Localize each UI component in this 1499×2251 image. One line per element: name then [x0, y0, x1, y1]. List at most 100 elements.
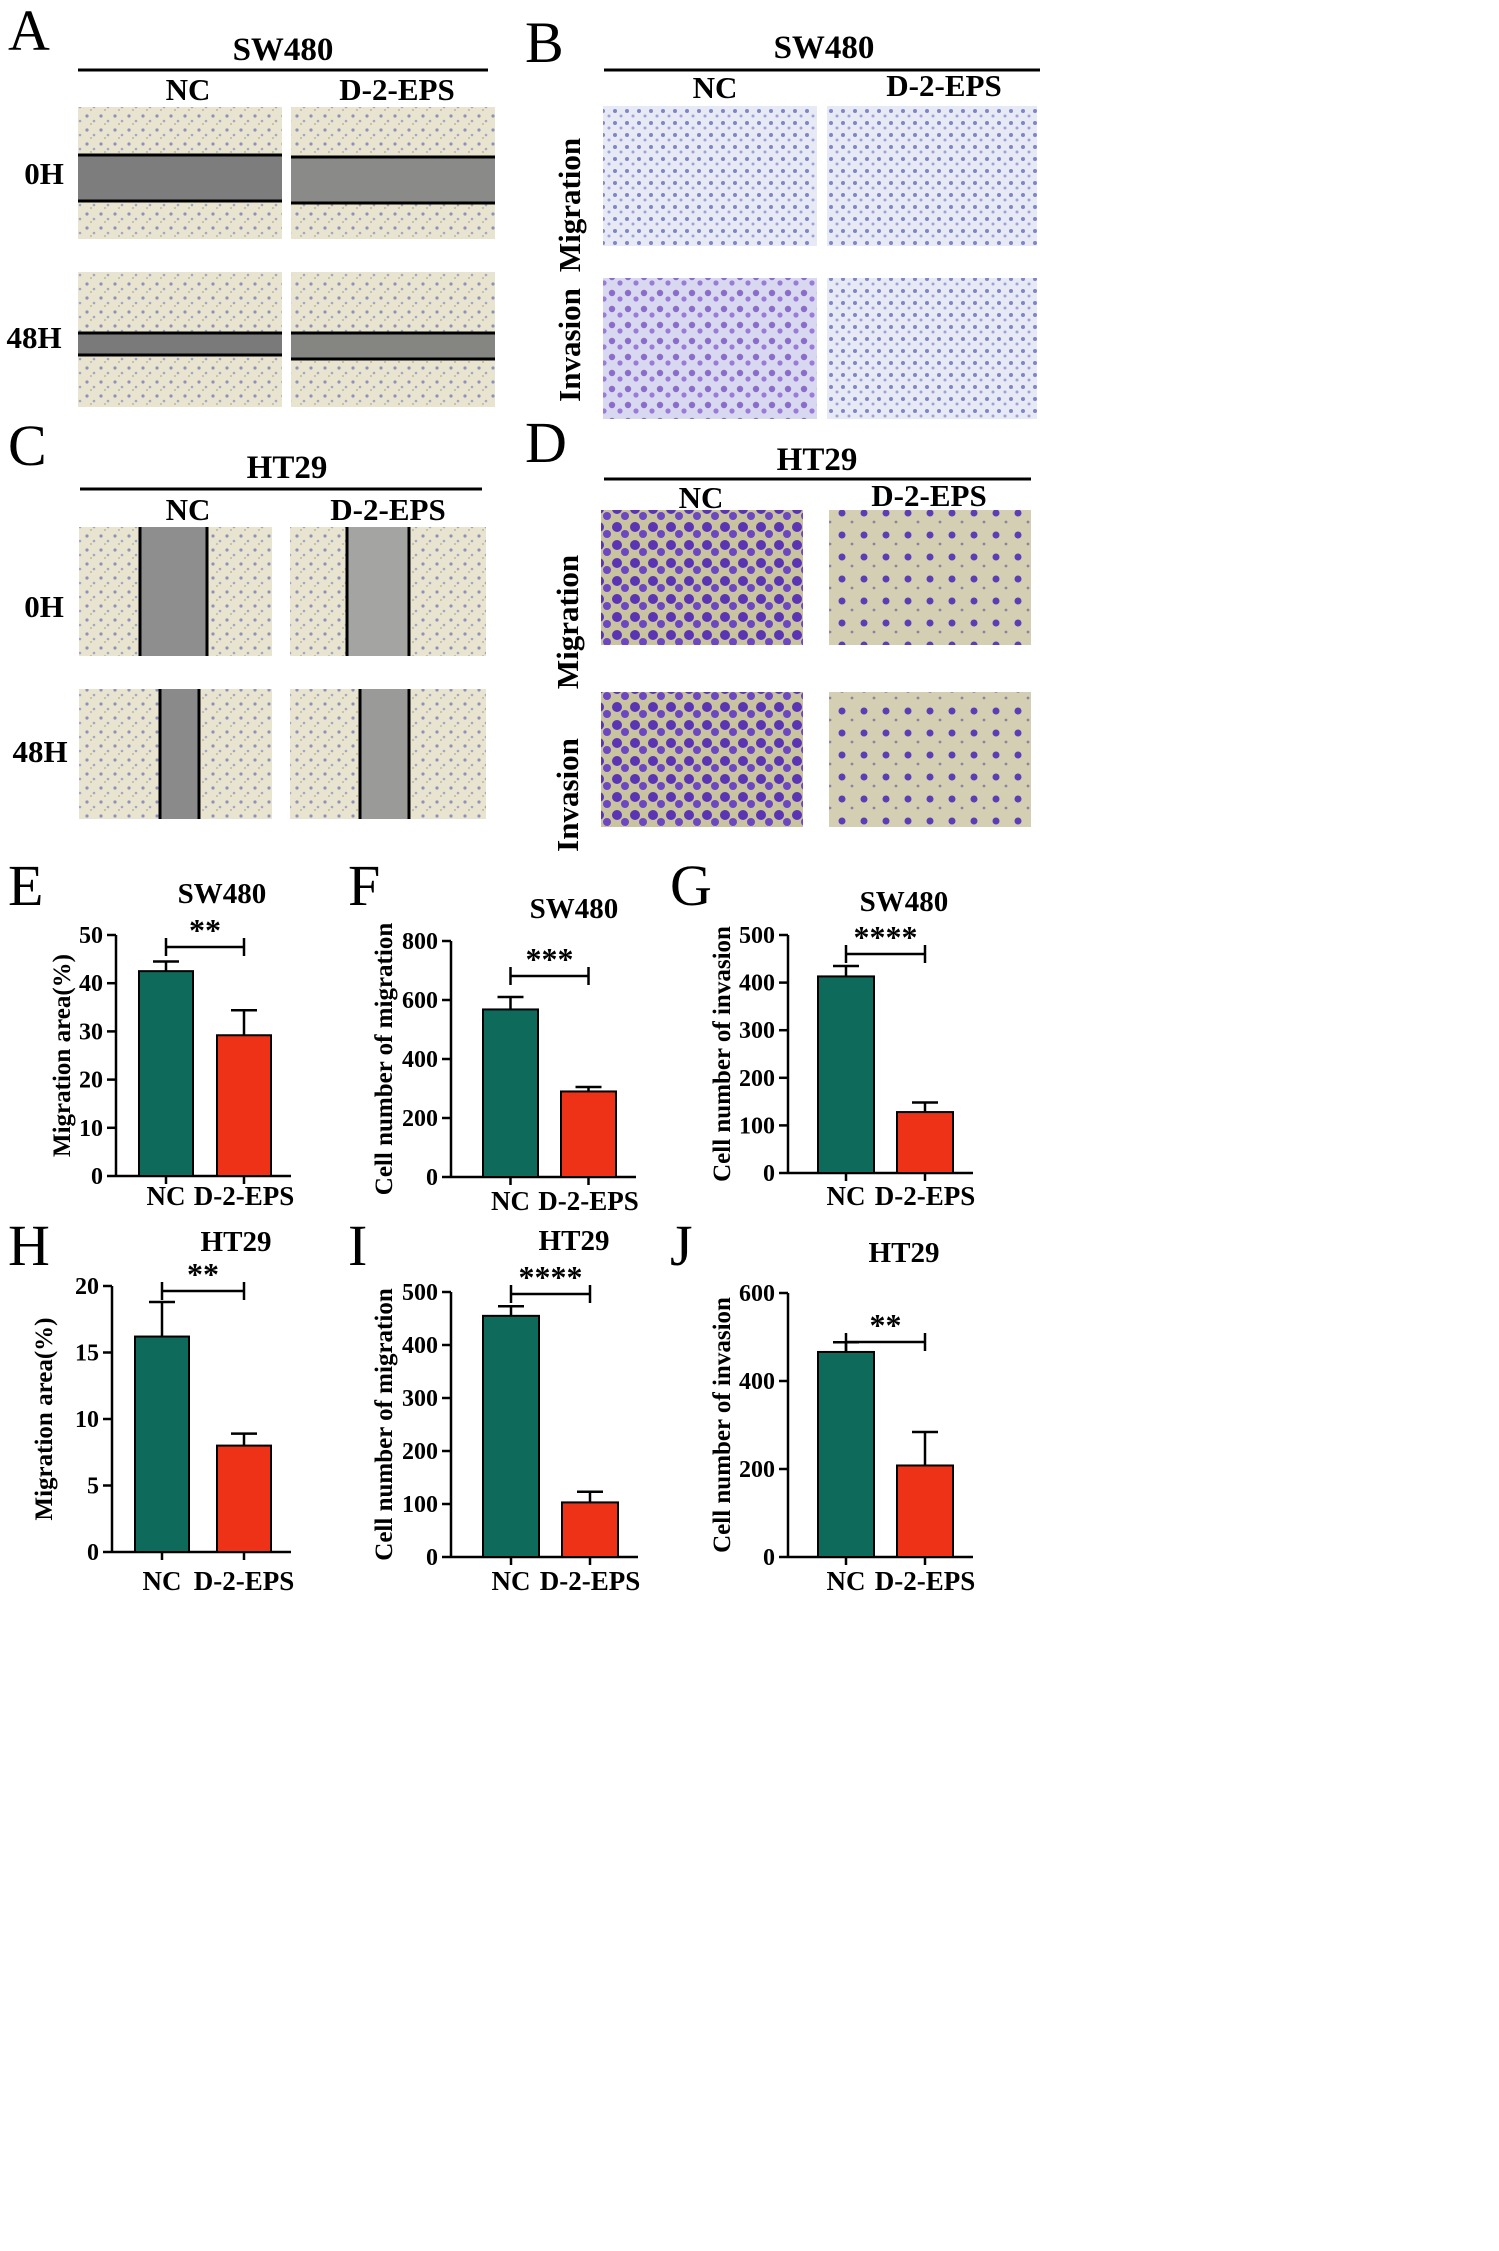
panel-c-row-48h: 48H: [12, 734, 67, 769]
y-axis-label-j: Cell number of invasion: [709, 1297, 736, 1553]
y-tick-label: 0: [91, 1164, 103, 1190]
chart-title-j: HT29: [869, 1237, 940, 1269]
y-tick-label: 400: [402, 1333, 438, 1359]
y-tick-label: 0: [426, 1165, 438, 1191]
y-axis-label-f: Cell number of migration: [371, 923, 398, 1196]
panel-d: D HT29 NC D-2-EPS Migration Invasion: [525, 410, 1031, 852]
scratch-image-sw480-nc-0h: [78, 107, 282, 239]
panel-b-col-nc: NC: [693, 70, 738, 105]
x-category-label: D-2-EPS: [538, 1186, 639, 1216]
panel-a-row-0h: 0H: [24, 156, 64, 191]
y-tick-label: 600: [402, 988, 438, 1014]
transwell-image-ht29-nc-invasion: [601, 692, 803, 827]
x-category-label: NC: [492, 1566, 531, 1596]
bar-d2eps: [216, 1444, 272, 1553]
y-axis-label-e: Migration area(%): [49, 954, 76, 1157]
panel-c-col-nc: NC: [166, 492, 211, 527]
panel-a-col-d2eps: D-2-EPS: [339, 72, 454, 107]
bar-nc: [817, 975, 875, 1174]
panel-letter-g: G: [670, 853, 712, 918]
y-tick-label: 200: [402, 1439, 438, 1465]
scratch-image-ht29-nc-48h: [79, 689, 272, 819]
y-tick-label: 400: [739, 971, 775, 997]
transwell-image-sw480-d2eps-migration: [827, 106, 1037, 246]
panel-a-col-nc: NC: [166, 72, 211, 107]
significance-stars: ****: [854, 919, 918, 955]
panel-c-col-d2eps: D-2-EPS: [330, 492, 445, 527]
y-tick-label: 0: [763, 1545, 775, 1571]
panel-a-row-48h: 48H: [6, 320, 61, 355]
y-tick-label: 0: [763, 1161, 775, 1187]
scratch-image-sw480-d2eps-0h: [291, 107, 495, 239]
chart-title-f: SW480: [530, 893, 619, 925]
panel-letter-c: C: [8, 413, 47, 478]
transwell-image-ht29-d2eps-invasion: [829, 692, 1031, 827]
y-tick-label: 800: [402, 929, 438, 955]
y-axis-label-h: Migration area(%): [31, 1318, 58, 1521]
panel-c: C HT29 NC D-2-EPS 0H 48H: [8, 413, 486, 819]
chart-f: F SW480 Cell number of migration 0 200 400 600…: [348, 853, 639, 1216]
y-tick-label: 40: [79, 971, 103, 997]
y-tick-label: 0: [426, 1545, 438, 1571]
scratch-image-sw480-d2eps-48h: [291, 272, 495, 407]
chart-j: J HT29 Cell number of invasion 0 200 400 600 NC…: [670, 1213, 975, 1596]
y-tick-label: 500: [402, 1280, 438, 1306]
significance-stars: ***: [526, 941, 574, 977]
transwell-image-sw480-nc-invasion: [603, 278, 817, 419]
bar-d2eps: [896, 1111, 954, 1175]
panel-b-row-migration: Migration: [552, 138, 587, 272]
chart-title-e: SW480: [178, 878, 267, 910]
chart-g: G SW480 Cell number of invasion 0 100 200 300 4…: [670, 853, 975, 1211]
panel-b-header: SW480: [774, 30, 875, 66]
panel-letter-f: F: [348, 853, 380, 918]
y-tick-label: 30: [79, 1019, 103, 1045]
y-tick-label: 200: [739, 1457, 775, 1483]
panel-d-row-migration: Migration: [550, 555, 585, 689]
chart-title-h: HT29: [201, 1226, 272, 1258]
scratch-image-ht29-d2eps-0h: [290, 527, 486, 656]
transwell-image-ht29-d2eps-migration: [829, 510, 1031, 645]
bar-nc: [482, 1314, 540, 1558]
x-category-label: NC: [147, 1181, 186, 1211]
bar-nc: [138, 970, 194, 1178]
bar-nc: [134, 1335, 190, 1554]
panel-d-row-invasion: Invasion: [550, 738, 585, 852]
panel-letter-b: B: [525, 10, 564, 75]
significance-stars: ****: [519, 1259, 583, 1295]
x-category-label: D-2-EPS: [194, 1566, 295, 1596]
bar-d2eps: [896, 1464, 954, 1558]
y-tick-label: 0: [87, 1540, 99, 1566]
panel-c-row-0h: 0H: [24, 589, 64, 624]
transwell-image-sw480-d2eps-invasion: [827, 278, 1037, 419]
y-tick-label: 300: [739, 1018, 775, 1044]
panel-c-header: HT29: [247, 450, 328, 486]
y-tick-label: 15: [75, 1341, 99, 1367]
x-category-label: D-2-EPS: [875, 1566, 976, 1596]
x-category-label: D-2-EPS: [540, 1566, 641, 1596]
x-category-label: D-2-EPS: [194, 1181, 295, 1211]
scratch-image-ht29-nc-0h: [79, 527, 272, 656]
panel-letter-i: I: [348, 1213, 367, 1278]
y-axis-label-g: Cell number of invasion: [709, 926, 736, 1182]
y-axis-label-i: Cell number of migration: [371, 1288, 398, 1561]
chart-title-g: SW480: [860, 886, 949, 918]
significance-stars: **: [870, 1307, 902, 1343]
bar-nc: [817, 1350, 875, 1558]
x-category-label: NC: [491, 1186, 530, 1216]
y-tick-label: 300: [402, 1386, 438, 1412]
x-category-label: NC: [827, 1181, 866, 1211]
panel-b: B SW480 NC D-2-EPS Migration Invasion: [525, 10, 1040, 419]
panel-b-row-invasion: Invasion: [552, 288, 587, 402]
transwell-image-ht29-nc-migration: [601, 510, 803, 645]
panel-d-col-nc: NC: [679, 480, 724, 515]
y-tick-label: 20: [75, 1274, 99, 1300]
significance-stars: **: [187, 1256, 219, 1292]
panel-letter-h: H: [8, 1213, 50, 1278]
significance-stars: **: [189, 912, 221, 948]
x-category-label: NC: [827, 1566, 866, 1596]
chart-i: I HT29 Cell number of migration 0 100 200 300 4…: [348, 1213, 640, 1596]
x-category-label: NC: [143, 1566, 182, 1596]
transwell-image-sw480-nc-migration: [603, 106, 817, 246]
y-tick-label: 600: [739, 1281, 775, 1307]
